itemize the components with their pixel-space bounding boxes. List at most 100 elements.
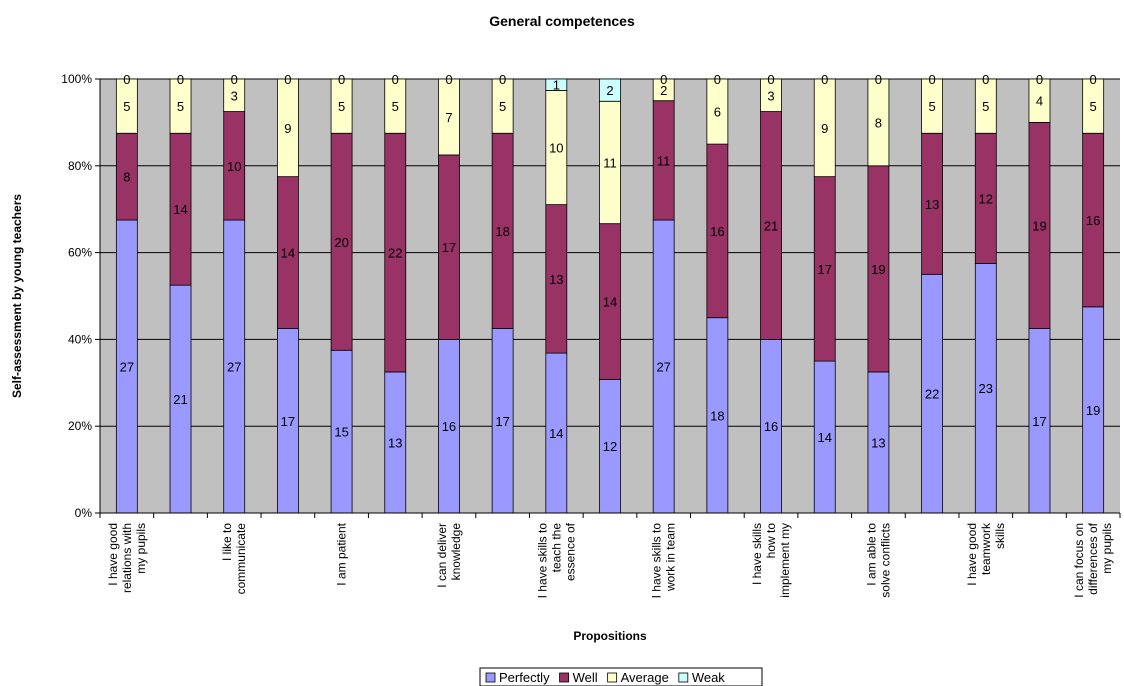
- data-label: 27: [120, 360, 134, 375]
- data-label: 22: [388, 246, 402, 261]
- data-label: 12: [979, 191, 993, 206]
- bar-segment-average: [438, 78, 460, 156]
- data-label: 14: [603, 295, 617, 310]
- legend-label: Weak: [692, 670, 725, 685]
- data-label: 15: [334, 425, 348, 440]
- legend-label: Average: [621, 670, 669, 685]
- x-tick-label-line: essence of: [563, 522, 577, 581]
- data-label: 5: [1090, 99, 1097, 114]
- bar-segment-average: [276, 78, 299, 178]
- data-label: 21: [173, 392, 187, 407]
- x-tick-label-line: skills: [993, 523, 1007, 549]
- data-label: 17: [281, 414, 295, 429]
- x-tick-label-line: I can deliver: [435, 523, 449, 588]
- x-tick-label: I am patient: [335, 522, 349, 585]
- data-label: 16: [710, 224, 724, 239]
- x-tick-label-line: I have skills to: [650, 523, 664, 599]
- data-label: 5: [338, 99, 345, 114]
- data-label: 0: [1090, 72, 1097, 87]
- x-tick-label: I have good relations with my pupils: [106, 523, 148, 593]
- bar-segment-weak: [599, 78, 621, 102]
- data-label: 0: [338, 72, 345, 87]
- y-tick-label: 100%: [61, 72, 92, 86]
- x-tick-label-line: I have good: [106, 523, 120, 586]
- bars: 2785021145027103017149015205013225016177…: [115, 72, 1105, 514]
- x-tick-label-line: my pupils: [134, 523, 148, 574]
- data-label: 17: [495, 414, 509, 429]
- data-label: 13: [925, 197, 939, 212]
- x-tick-label-line: relations with: [120, 523, 134, 593]
- data-label: 4: [1036, 94, 1043, 109]
- data-label: 0: [231, 72, 238, 87]
- data-label: 2: [660, 83, 667, 98]
- data-label: 0: [982, 72, 989, 87]
- y-tick-label: 60%: [68, 246, 92, 260]
- x-tick-label: I have skills to teach the essence of: [535, 522, 577, 598]
- data-label: 0: [875, 72, 882, 87]
- x-tick-label-line: I have skills: [750, 523, 764, 585]
- data-label: 3: [767, 88, 774, 103]
- y-axis-ticks: 0% 20% 40% 60% 80% 100%: [61, 72, 100, 520]
- data-label: 6: [714, 105, 721, 120]
- legend-box: [479, 667, 763, 686]
- x-tick-label-line: I am patient: [335, 522, 349, 585]
- bar-segment-average: [706, 78, 729, 145]
- data-label: 22: [925, 387, 939, 402]
- data-label: 5: [928, 99, 935, 114]
- bar-segment-average: [813, 78, 836, 178]
- data-label: 5: [123, 99, 130, 114]
- data-label: 17: [442, 240, 456, 255]
- data-label: 0: [821, 72, 828, 87]
- x-tick-label-line: implement my: [778, 523, 792, 598]
- x-tick-label-line: I have skills to: [535, 523, 549, 599]
- bar-segment-average: [760, 78, 782, 112]
- x-tick-label: I can deliver knowledge: [435, 523, 463, 588]
- data-label: 19: [1032, 218, 1046, 233]
- data-label: 16: [764, 419, 778, 434]
- data-label: 12: [603, 439, 617, 454]
- legend-swatch: [678, 672, 689, 683]
- bar-segment-average: [115, 78, 138, 134]
- data-label: 14: [818, 430, 832, 445]
- data-label: 5: [177, 99, 184, 114]
- data-label: 9: [284, 121, 291, 136]
- bar-segment-average: [491, 78, 514, 134]
- data-label: 13: [549, 272, 563, 287]
- bar-segment-average: [1082, 78, 1105, 134]
- data-label: 21: [764, 218, 778, 233]
- data-label: 16: [442, 419, 456, 434]
- bar-segment-average: [223, 78, 246, 112]
- data-label: 20: [334, 235, 348, 250]
- x-tick-label-line: knowledge: [449, 523, 463, 581]
- x-tick-label-line: I have good: [965, 523, 979, 586]
- bar-segment-weak: [545, 78, 568, 91]
- legend-item-well: Well: [559, 670, 598, 685]
- data-label: 27: [656, 360, 670, 375]
- data-label: 1: [553, 78, 560, 93]
- x-tick-label: I am able to solve conflicts: [864, 523, 892, 598]
- data-label: 16: [1086, 213, 1100, 228]
- y-tick-label: 0%: [75, 506, 93, 520]
- legend-swatch: [607, 672, 618, 683]
- x-tick-label: I have skills how to implement my: [750, 523, 792, 598]
- x-tick-label-line: solve conflicts: [878, 523, 892, 598]
- x-tick-label: I have skills to work in team: [650, 523, 678, 599]
- x-tick-label-line: I can focus on: [1072, 523, 1086, 598]
- data-label: 27: [227, 360, 241, 375]
- y-tick-label: 80%: [68, 159, 92, 173]
- y-tick-label: 40%: [68, 332, 92, 346]
- x-tick-label: I like to communicate: [220, 523, 248, 595]
- x-tick-label-line: communicate: [234, 523, 248, 595]
- bar-segment-average: [921, 78, 944, 134]
- x-tick-label-line: teamwork: [979, 522, 993, 575]
- legend-item-perfectly: Perfectly: [485, 670, 550, 685]
- data-label: 0: [499, 72, 506, 87]
- data-label: 10: [227, 159, 241, 174]
- x-tick-label-line: I am able to: [864, 523, 878, 586]
- x-axis-title: Propositions: [573, 629, 647, 643]
- data-label: 18: [710, 408, 724, 423]
- legend-swatch: [559, 672, 569, 683]
- data-label: 5: [499, 99, 506, 114]
- legend-item-average: Average: [607, 670, 669, 685]
